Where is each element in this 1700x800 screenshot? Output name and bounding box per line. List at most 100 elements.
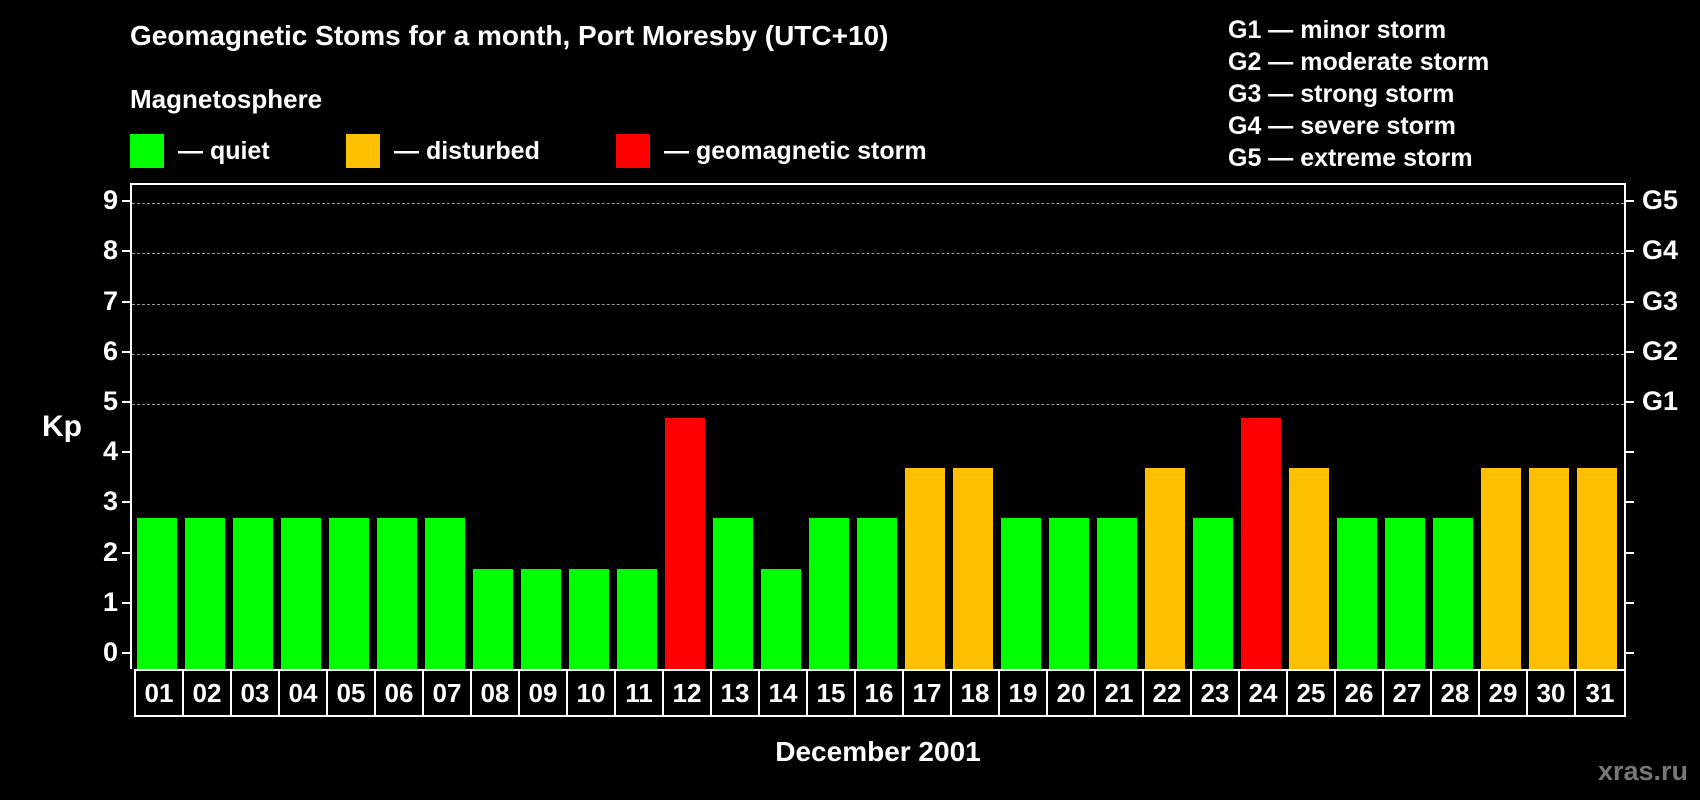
gridline <box>132 253 1624 255</box>
y-tick-mark <box>122 200 130 203</box>
g-tick-label: G2 <box>1642 335 1679 366</box>
x-tick-label: 17 <box>904 671 952 715</box>
legend-storm: — geomagnetic storm <box>616 134 927 168</box>
x-tick-label: 06 <box>376 671 424 715</box>
bar-day-02 <box>185 518 225 669</box>
bar-day-09 <box>521 568 561 669</box>
y-tick-mark <box>122 250 130 253</box>
legend-storm-label: — geomagnetic storm <box>664 136 927 165</box>
g-tick-label: G5 <box>1642 185 1679 216</box>
bar-day-03 <box>233 518 273 669</box>
bar-day-05 <box>329 518 369 669</box>
g2-legend: G2 — moderate storm <box>1228 48 1490 76</box>
legend-quiet: — quiet <box>130 134 270 168</box>
bar-day-31 <box>1577 468 1617 669</box>
bar-day-08 <box>473 568 513 669</box>
x-tick-label: 31 <box>1585 677 1615 708</box>
disturbed-swatch-icon <box>346 134 380 168</box>
x-tick-label: 27 <box>1384 671 1432 715</box>
bar-day-30 <box>1529 468 1569 669</box>
chart-title: Geomagnetic Stoms for a month, Port More… <box>130 20 889 51</box>
gridline <box>132 303 1624 305</box>
bar-day-28 <box>1433 518 1473 669</box>
g5-legend: G5 — extreme storm <box>1228 144 1473 172</box>
y-tick-label: 4 <box>102 436 118 467</box>
bar-day-04 <box>281 518 321 669</box>
bar-day-20 <box>1049 518 1089 669</box>
gridline <box>132 353 1624 355</box>
x-tick-label: 30 <box>1528 671 1576 715</box>
storm-swatch-icon <box>616 134 650 168</box>
x-tick-label: 01 <box>136 671 184 715</box>
y-tick-mark <box>122 551 130 554</box>
plot-area <box>130 183 1626 669</box>
bar-day-18 <box>953 468 993 669</box>
gridline <box>132 404 1624 405</box>
g-tick-label: G1 <box>1642 386 1679 416</box>
y-tick-label: 7 <box>102 285 118 316</box>
y-axis-label: Kp <box>42 410 82 443</box>
bar-day-17 <box>905 468 945 669</box>
right-tick-mark <box>1626 652 1634 654</box>
x-tick-label: 25 <box>1288 671 1336 715</box>
legend-quiet-label: — quiet <box>178 136 270 165</box>
right-tick-mark <box>1626 451 1634 454</box>
bar-day-29 <box>1481 468 1521 669</box>
x-tick-label: 16 <box>856 671 904 715</box>
x-tick-label: 08 <box>472 671 520 715</box>
g1-legend: G1 — minor storm <box>1228 16 1447 44</box>
x-tick-label: 04 <box>280 671 328 715</box>
y-tick-mark <box>122 601 130 604</box>
y-tick-mark <box>122 451 130 454</box>
y-tick-label: 6 <box>102 335 118 366</box>
x-tick-label: 18 <box>952 671 1000 715</box>
right-tick-mark <box>1626 551 1634 554</box>
g3-legend: G3 — strong storm <box>1228 80 1455 108</box>
y-tick-mark <box>122 401 130 403</box>
x-tick-label: 14 <box>760 671 808 715</box>
x-tick-label: 11 <box>616 671 664 715</box>
bar-day-13 <box>713 518 753 669</box>
x-tick-label: 23 <box>1192 671 1240 715</box>
x-tick-label: 24 <box>1240 671 1288 715</box>
x-tick-label: 15 <box>808 671 856 715</box>
bar-day-25 <box>1289 468 1329 669</box>
x-tick-label: 07 <box>424 671 472 715</box>
y-tick-label: 3 <box>102 486 118 517</box>
quiet-swatch-icon <box>130 134 164 168</box>
legend-disturbed-label: — disturbed <box>394 136 540 165</box>
right-tick-mark <box>1626 401 1634 403</box>
bar-day-22 <box>1145 468 1185 669</box>
bar-day-06 <box>377 518 417 669</box>
y-tick-label: 9 <box>102 185 118 216</box>
y-tick-mark <box>122 300 130 303</box>
x-tick-label: 10 <box>568 671 616 715</box>
right-tick-mark <box>1626 250 1634 253</box>
bar-day-21 <box>1097 518 1137 669</box>
bar-day-27 <box>1385 518 1425 669</box>
right-tick-mark <box>1626 601 1634 604</box>
gridline <box>132 203 1624 205</box>
g-tick-label: G3 <box>1642 285 1679 316</box>
right-tick-mark <box>1626 501 1634 504</box>
y-tick-mark <box>122 501 130 504</box>
legend-subtitle: Magnetosphere <box>130 84 323 114</box>
bar-day-15 <box>809 518 849 669</box>
bar-day-26 <box>1337 518 1377 669</box>
bar-day-14 <box>761 568 801 669</box>
bar-day-07 <box>425 518 465 669</box>
y-tick-label: 0 <box>102 637 118 667</box>
x-axis-title: December 2001 <box>775 736 981 767</box>
x-tick-label: 28 <box>1432 671 1480 715</box>
x-tick-label: 22 <box>1144 671 1192 715</box>
y-tick-label: 2 <box>102 536 118 567</box>
bar-day-24 <box>1241 418 1281 669</box>
x-tick-label: 05 <box>328 671 376 715</box>
x-tick-label: 09 <box>520 671 568 715</box>
x-tick-label: 03 <box>232 671 280 715</box>
legend-disturbed: — disturbed <box>346 134 540 168</box>
bar-day-11 <box>617 568 657 669</box>
y-tick-mark <box>122 350 130 353</box>
y-tick-label: 1 <box>102 586 118 617</box>
y-tick-label: 8 <box>102 235 118 266</box>
